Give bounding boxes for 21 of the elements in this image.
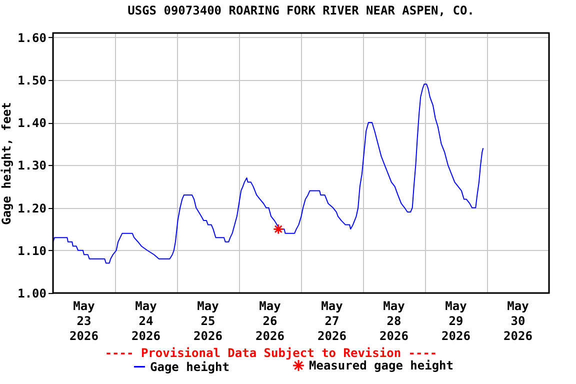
y-tick-label: 1.20 — [18, 201, 46, 216]
y-tick-label: 1.50 — [18, 73, 46, 88]
x-tick-label: May 26 2026 — [256, 299, 284, 343]
y-tick-label: 1.60 — [18, 30, 46, 45]
y-tick-label: 1.30 — [18, 158, 46, 173]
x-tick-label: May 30 2026 — [504, 299, 532, 343]
chart-title: USGS 09073400 ROARING FORK RIVER NEAR ASPEN, CO. — [128, 3, 474, 18]
x-tick-label: May 27 2026 — [318, 299, 346, 343]
y-tick-label: 1.40 — [18, 116, 46, 130]
text: ---- Provisional Data Subject to Revision ---- — [104, 346, 438, 360]
x-tick-label: May 29 2026 — [442, 299, 470, 343]
line-series — [53, 84, 484, 264]
legend-label: Gage height — [150, 360, 230, 374]
y-axis-title: Gage height, feet — [0, 102, 14, 225]
y-tick-label: 1.00 — [18, 286, 46, 300]
x-tick-label: May 24 2026 — [132, 299, 160, 343]
x-tick-label: May 28 2026 — [380, 299, 408, 343]
legend-label: Measured gage height — [309, 358, 454, 373]
y-tick-label: 1.10 — [18, 244, 46, 258]
x-tick-label: May 25 2026 — [194, 299, 222, 343]
x-tick-label: May 23 2026 — [70, 299, 98, 343]
